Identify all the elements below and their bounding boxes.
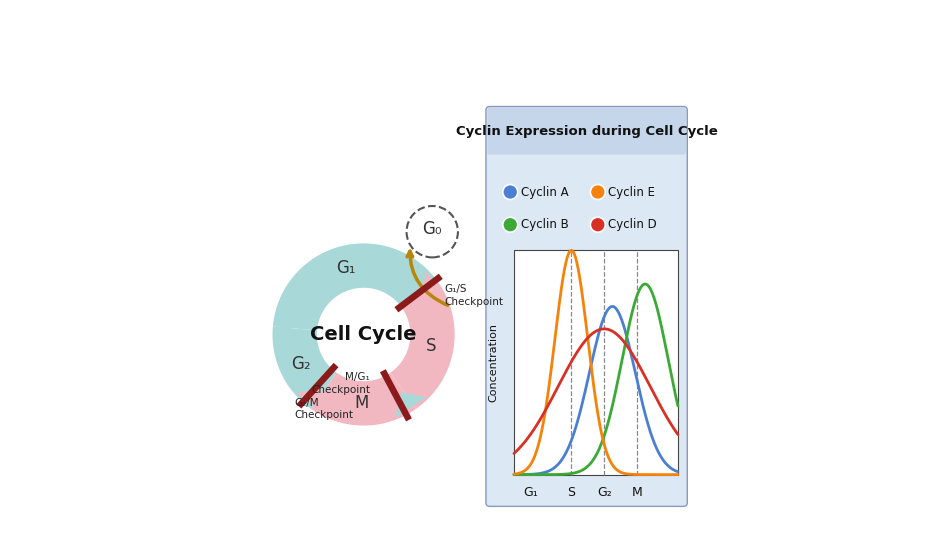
Bar [514, 251, 678, 475]
Text: Concentration: Concentration [488, 323, 498, 402]
Polygon shape [311, 373, 415, 426]
Circle shape [590, 185, 604, 199]
Polygon shape [296, 363, 338, 409]
Polygon shape [394, 274, 442, 312]
Text: Cyclin D: Cyclin D [607, 218, 656, 231]
Text: Cyclin E: Cyclin E [607, 186, 654, 199]
Polygon shape [421, 272, 446, 303]
Circle shape [590, 217, 604, 232]
Polygon shape [273, 244, 438, 330]
Circle shape [502, 185, 517, 199]
Text: M: M [353, 394, 368, 413]
Polygon shape [390, 282, 454, 409]
Polygon shape [395, 392, 425, 417]
FancyBboxPatch shape [487, 108, 685, 154]
Text: G₁: G₁ [336, 259, 355, 277]
Text: Cyclin B: Cyclin B [520, 218, 567, 231]
Text: Cyclin A: Cyclin A [520, 186, 567, 199]
Text: M/G₁
Checkpoint: M/G₁ Checkpoint [311, 373, 370, 395]
Text: G₁/S
Checkpoint: G₁/S Checkpoint [444, 284, 502, 307]
Text: S: S [425, 338, 437, 355]
Text: M: M [631, 487, 641, 500]
Text: Cell Cycle Regulators: Cell Cycle Regulators [232, 17, 695, 56]
Text: G₂: G₂ [596, 487, 611, 500]
Polygon shape [297, 389, 325, 415]
Text: Cyclin Expression during Cell Cycle: Cyclin Expression during Cell Cycle [455, 125, 717, 138]
FancyBboxPatch shape [486, 106, 687, 507]
Polygon shape [273, 327, 337, 409]
Text: G₂: G₂ [291, 355, 311, 373]
Circle shape [502, 217, 517, 232]
Text: Cell Cycle: Cell Cycle [310, 325, 416, 344]
Text: G₂/M
Checkpoint: G₂/M Checkpoint [294, 398, 353, 420]
Text: S: S [566, 487, 575, 500]
Text: G₁: G₁ [523, 487, 537, 500]
Polygon shape [275, 306, 295, 342]
Polygon shape [379, 369, 412, 421]
Text: G₀: G₀ [422, 220, 441, 238]
